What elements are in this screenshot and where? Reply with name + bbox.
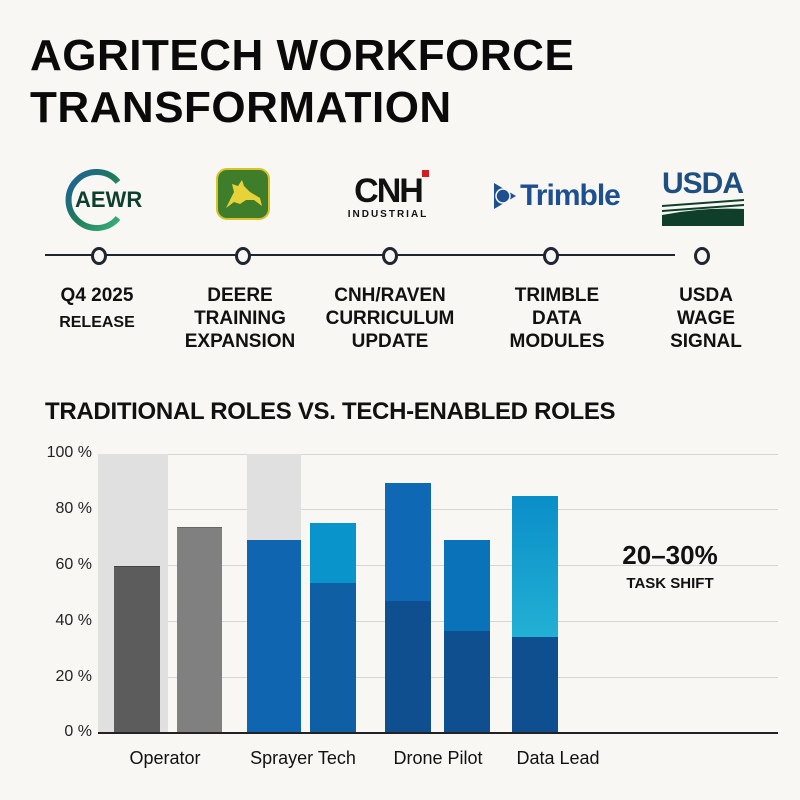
milestone-line: CURRICULUM [325, 308, 455, 329]
deere-logo [216, 168, 270, 220]
callout-value: 20–30% [622, 540, 718, 570]
milestone-line: SIGNAL [670, 331, 742, 352]
milestone-line: TRAINING [194, 308, 286, 329]
bar-sprayer-2-upper [310, 523, 356, 583]
bar-datalead-lower [512, 637, 558, 732]
cnh-logo-text: CNH [354, 171, 424, 210]
cnh-red-square [422, 170, 429, 177]
y-tick-20: 20 % [55, 668, 92, 685]
milestone-line: WAGE [676, 308, 736, 329]
milestone-line: Q4 2025 [60, 285, 134, 306]
task-shift-callout: 20–30% TASK SHIFT [600, 540, 740, 592]
timeline-node-1 [91, 247, 107, 265]
y-tick-80: 80 % [55, 500, 92, 517]
x-label-drone-pilot: Drone Pilot [393, 748, 483, 768]
bar-datalead-upper [512, 496, 558, 637]
milestone-line: MODULES [509, 331, 605, 352]
x-label-sprayer-tech: Sprayer Tech [250, 748, 356, 768]
usda-field-icon [662, 199, 744, 226]
timeline-node-4 [543, 247, 559, 265]
trimble-globe-icon [494, 183, 517, 209]
milestone-line: CNH/RAVEN [334, 285, 446, 306]
x-label-operator: Operator [129, 748, 201, 768]
gridline-40 [98, 621, 778, 622]
callout-label: TASK SHIFT [626, 575, 714, 592]
bar-sprayer-1 [247, 540, 301, 732]
title-line-1: AGRITECH WORKFORCE [30, 31, 575, 80]
milestone-cnh-raven: CNH/RAVEN CURRICULUM UPDATE [320, 284, 460, 353]
usda-logo: USDA [662, 168, 744, 228]
y-tick-0: 0 % [64, 723, 92, 740]
milestone-trimble: TRIMBLE DATA MODULES [487, 284, 627, 353]
milestone-line: EXPANSION [184, 331, 296, 352]
y-tick-60: 60 % [55, 556, 92, 573]
timeline-node-2 [235, 247, 251, 265]
cnh-logo-sub: INDUSTRIAL [347, 208, 429, 220]
bar-operator-2 [177, 527, 222, 733]
aewr-logo-text: AEWR [75, 187, 143, 212]
usda-logo-text: USDA [662, 167, 744, 200]
trimble-logo: Trimble [476, 176, 636, 216]
bar-drone-1-upper [385, 483, 431, 601]
milestone-usda: USDA WAGE SIGNAL [636, 284, 776, 353]
aewr-logo: AEWR [62, 168, 142, 232]
bar-drone-1-lower [385, 601, 431, 732]
aewr-ring-icon [65, 169, 121, 231]
page-title: AGRITECH WORKFORCE TRANSFORMATION [30, 30, 574, 134]
bar-sprayer-2-lower [310, 583, 356, 732]
timeline-node-5 [694, 247, 710, 265]
cnh-logo: CNH INDUSTRIAL [343, 168, 433, 224]
x-axis [98, 732, 778, 734]
milestone-line: TRIMBLE [514, 285, 600, 306]
milestone-deere: DEERE TRAINING EXPANSION [170, 284, 310, 353]
gridline-80 [98, 509, 778, 510]
title-line-2: TRANSFORMATION [30, 83, 452, 132]
milestone-line: DATA [532, 308, 582, 329]
bar-drone-2-upper [444, 540, 490, 631]
bar-drone-2-lower [444, 631, 490, 732]
y-tick-100: 100 % [46, 444, 92, 461]
gridline-60 [98, 565, 778, 566]
trimble-logo-text: Trimble [520, 179, 621, 212]
milestone-q4-2025: Q4 2025 RELEASE [27, 284, 167, 334]
y-tick-40: 40 % [55, 612, 92, 629]
timeline-line [45, 254, 675, 256]
milestone-line: USDA [679, 285, 733, 306]
gridline-20 [98, 677, 778, 678]
milestone-line: DEERE [207, 285, 273, 306]
milestone-line: UPDATE [351, 331, 429, 352]
timeline-node-3 [382, 247, 398, 265]
chart-title: TRADITIONAL ROLES VS. TECH-ENABLED ROLES [45, 398, 616, 425]
milestone-sub: RELEASE [59, 314, 135, 331]
bar-operator-1 [114, 566, 160, 733]
deer-icon [216, 168, 270, 220]
x-label-data-lead: Data Lead [516, 748, 600, 768]
gridline-100 [98, 454, 778, 455]
